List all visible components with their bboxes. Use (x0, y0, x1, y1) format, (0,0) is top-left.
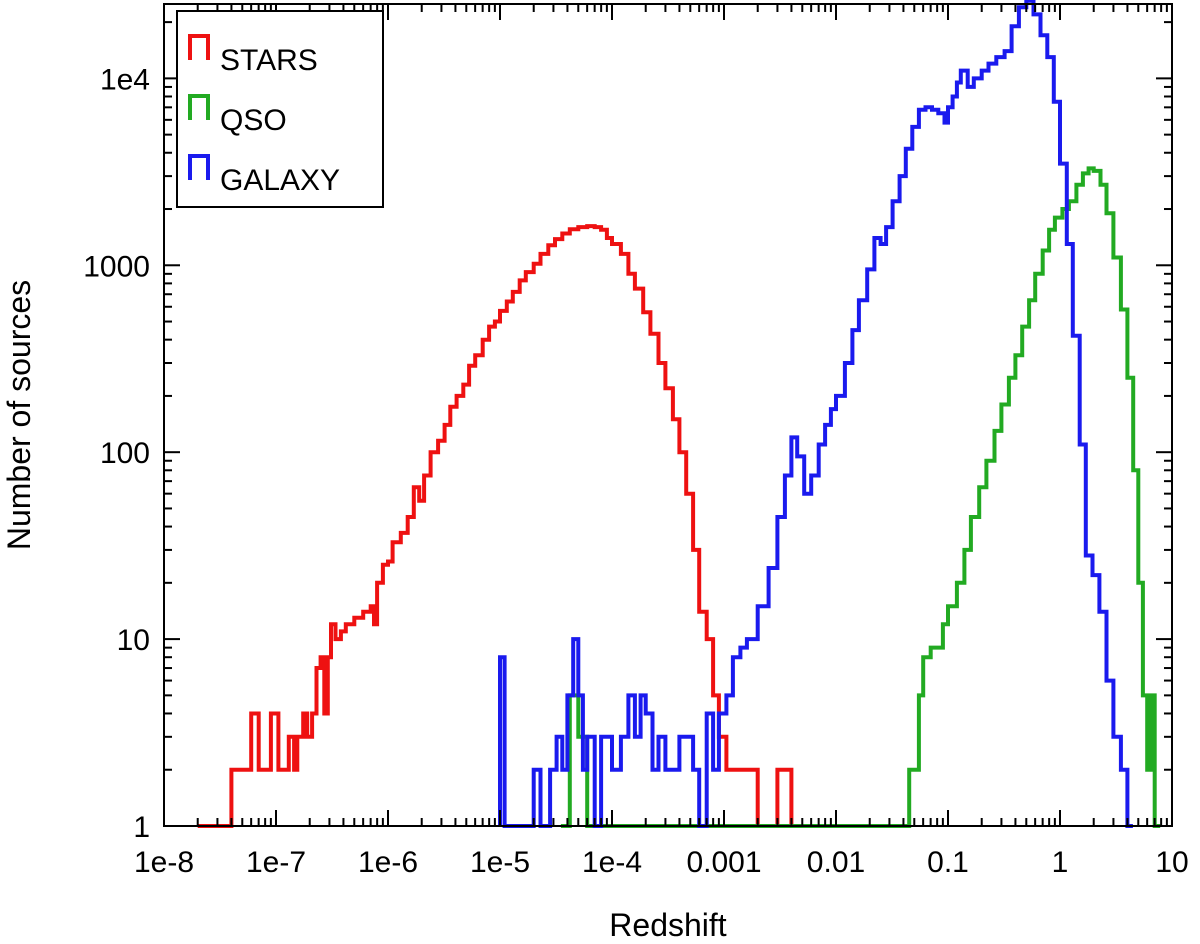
series-galaxy-line (498, 0, 1133, 828)
series-layer (197, 0, 1161, 828)
x-axis: 1e-8 1e-7 1e-6 1e-5 1e-4 0.001 0.01 0.1 1 10 (134, 4, 1189, 879)
y-tick-label: 1e4 (100, 63, 150, 96)
legend: STARS QSO GALAXY (176, 10, 384, 208)
legend-box (176, 10, 384, 208)
x-tick-label: 1 (1052, 846, 1069, 879)
y-axis: 1 10 100 1000 1e4 (83, 21, 1172, 844)
legend-label-galaxy: GALAXY (220, 164, 340, 197)
series-qso-line (560, 166, 1161, 828)
x-tick-label: 1e-7 (246, 846, 306, 879)
x-tick-label: 0.01 (807, 846, 865, 879)
x-tick-label: 1e-5 (470, 846, 530, 879)
x-tick-label: 0.1 (927, 846, 969, 879)
x-tick-label: 1e-4 (582, 846, 642, 879)
y-tick-label: 1000 (83, 250, 150, 283)
x-tick-label: 1e-8 (134, 846, 194, 879)
y-tick-label: 10 (117, 624, 150, 657)
y-tick-label: 1 (133, 811, 150, 844)
legend-swatch-stars (188, 34, 210, 60)
x-tick-label: 10 (1155, 846, 1188, 879)
y-tick-label: 100 (100, 437, 150, 470)
y-axis-title: Number of sources (1, 280, 37, 550)
x-tick-label: 1e-6 (358, 846, 418, 879)
legend-swatch-qso (188, 94, 210, 120)
plot-frame (163, 3, 1173, 827)
legend-label-stars: STARS (220, 44, 318, 77)
legend-label-qso: QSO (220, 104, 287, 137)
x-tick-label: 0.001 (686, 846, 761, 879)
x-axis-title: Redshift (609, 907, 727, 943)
legend-swatch-galaxy (188, 154, 210, 180)
series-stars-line (197, 224, 797, 828)
